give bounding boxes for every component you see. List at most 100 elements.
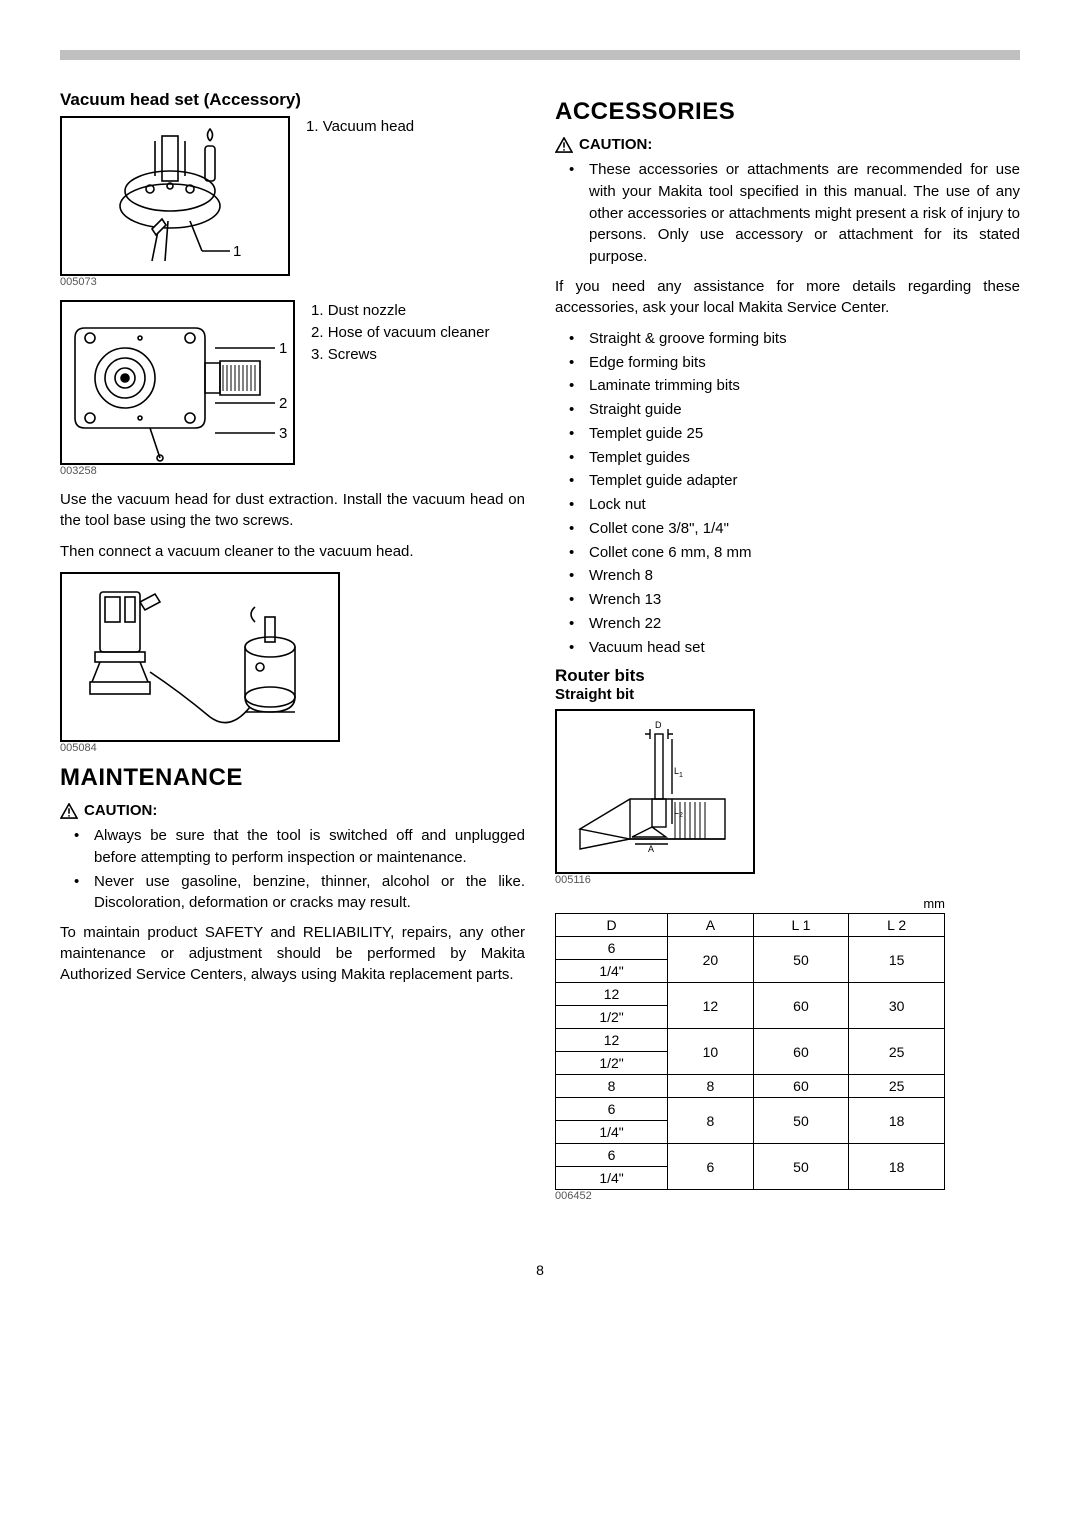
- table-cell: 50: [753, 1144, 849, 1190]
- fig2-legend-1: Dust nozzle: [328, 302, 406, 319]
- table-cell: 1/4": [556, 960, 668, 983]
- figure-2-box: 1 2 3: [60, 300, 295, 465]
- vacuum-para-1: Use the vacuum head for dust extraction.…: [60, 489, 525, 531]
- figure-4: D L1 L2 A 005116: [555, 709, 1020, 886]
- warning-icon: [555, 137, 573, 153]
- table-cell: 15: [849, 937, 945, 983]
- acc-item: Straight guide: [569, 399, 1020, 421]
- table-cell: 18: [849, 1144, 945, 1190]
- table-cell: 8: [556, 1075, 668, 1098]
- figure-2: 1 2 3 003258 1. Dust nozzle 2. Hose of v…: [60, 300, 525, 487]
- table-cell: 1/4": [556, 1167, 668, 1190]
- right-column: ACCESSORIES CAUTION: These accessories o…: [555, 90, 1020, 1212]
- table-cell: 6: [556, 1144, 668, 1167]
- page-number: 8: [60, 1262, 1020, 1278]
- figure-2-legend: 1. Dust nozzle 2. Hose of vacuum cleaner…: [311, 300, 489, 365]
- maintenance-para: To maintain product SAFETY and RELIABILI…: [60, 922, 525, 985]
- vacuum-para-2: Then connect a vacuum cleaner to the vac…: [60, 541, 525, 562]
- acc-item: Lock nut: [569, 494, 1020, 516]
- svg-text:1: 1: [233, 243, 241, 260]
- fig1-legend-1: Vacuum head: [323, 118, 414, 135]
- figure-1-id: 005073: [60, 276, 290, 288]
- accessories-caution-head: CAUTION:: [555, 136, 1020, 153]
- table-cell: 50: [753, 1098, 849, 1144]
- figure-1-box: 1: [60, 116, 290, 276]
- table-cell: 6: [668, 1144, 754, 1190]
- maintenance-title: MAINTENANCE: [60, 764, 525, 792]
- figure-1: 1 005073 1. Vacuum head: [60, 116, 525, 298]
- acc-caution-1: These accessories or attachments are rec…: [569, 159, 1020, 268]
- straight-bit-title: Straight bit: [555, 686, 1020, 703]
- acc-item: Collet cone 6 mm, 8 mm: [569, 542, 1020, 564]
- figure-2-id: 003258: [60, 465, 295, 477]
- table-header: L 1: [753, 914, 849, 937]
- table-cell: 20: [668, 937, 754, 983]
- fig2-legend-2: Hose of vacuum cleaner: [328, 324, 490, 341]
- figure-1-legend: 1. Vacuum head: [306, 116, 414, 138]
- figure-4-id: 005116: [555, 874, 1020, 886]
- straight-bit-table: DAL 1L 262050151/4"121260301/2"121060251…: [555, 913, 945, 1190]
- left-column: Vacuum head set (Accessory): [60, 90, 525, 1212]
- table-cell: 1/4": [556, 1121, 668, 1144]
- table-header: D: [556, 914, 668, 937]
- figure-4-box: D L1 L2 A: [555, 709, 755, 874]
- table-cell: 60: [753, 1029, 849, 1075]
- svg-text:2: 2: [679, 812, 683, 819]
- router-bits-title: Router bits: [555, 666, 1020, 686]
- maintenance-caution-head: CAUTION:: [60, 802, 525, 819]
- accessory-list: Straight & groove forming bits Edge form…: [555, 328, 1020, 659]
- svg-text:1: 1: [279, 340, 287, 357]
- figure-3-id: 005084: [60, 742, 525, 754]
- acc-item: Edge forming bits: [569, 352, 1020, 374]
- table-cell: 1/2": [556, 1006, 668, 1029]
- acc-item: Vacuum head set: [569, 637, 1020, 659]
- table-cell: 50: [753, 937, 849, 983]
- svg-text:3: 3: [279, 425, 287, 442]
- table-cell: 25: [849, 1029, 945, 1075]
- table-header: A: [668, 914, 754, 937]
- table-cell: 1/2": [556, 1052, 668, 1075]
- figure-3-box: [60, 572, 340, 742]
- acc-item: Wrench 13: [569, 589, 1020, 611]
- table-cell: 18: [849, 1098, 945, 1144]
- table-cell: 60: [753, 983, 849, 1029]
- fig2-legend-3: Screws: [328, 346, 377, 363]
- top-rule: [60, 50, 1020, 60]
- caution-label-left: CAUTION:: [84, 802, 157, 819]
- table-unit: mm: [555, 896, 945, 911]
- svg-text:2: 2: [279, 395, 287, 412]
- maint-caution-1: Always be sure that the tool is switched…: [74, 825, 525, 869]
- table-cell: 8: [668, 1075, 754, 1098]
- table-cell: 60: [753, 1075, 849, 1098]
- svg-text:D: D: [655, 720, 662, 730]
- table-header: L 2: [849, 914, 945, 937]
- svg-text:1: 1: [679, 772, 683, 779]
- table-cell: 6: [556, 1098, 668, 1121]
- caution-label-right: CAUTION:: [579, 136, 652, 153]
- assist-para: If you need any assistance for more deta…: [555, 276, 1020, 318]
- table-cell: 12: [556, 1029, 668, 1052]
- accessories-title: ACCESSORIES: [555, 98, 1020, 126]
- table-cell: 12: [668, 983, 754, 1029]
- acc-item: Straight & groove forming bits: [569, 328, 1020, 350]
- warning-icon: [60, 803, 78, 819]
- table-cell: 10: [668, 1029, 754, 1075]
- acc-item: Templet guides: [569, 447, 1020, 469]
- acc-item: Templet guide 25: [569, 423, 1020, 445]
- acc-item: Templet guide adapter: [569, 470, 1020, 492]
- maint-caution-2: Never use gasoline, benzine, thinner, al…: [74, 871, 525, 915]
- table-cell: 25: [849, 1075, 945, 1098]
- acc-item: Wrench 22: [569, 613, 1020, 635]
- maintenance-caution-list: Always be sure that the tool is switched…: [60, 825, 525, 914]
- accessories-caution-list: These accessories or attachments are rec…: [555, 159, 1020, 268]
- table-cell: 8: [668, 1098, 754, 1144]
- table-cell: 6: [556, 937, 668, 960]
- acc-item: Wrench 8: [569, 565, 1020, 587]
- table-cell: 12: [556, 983, 668, 1006]
- acc-item: Laminate trimming bits: [569, 375, 1020, 397]
- table-cell: 30: [849, 983, 945, 1029]
- svg-text:A: A: [648, 844, 654, 854]
- table-fig-id: 006452: [555, 1190, 1020, 1202]
- acc-item: Collet cone 3/8", 1/4": [569, 518, 1020, 540]
- figure-3: 005084: [60, 572, 525, 754]
